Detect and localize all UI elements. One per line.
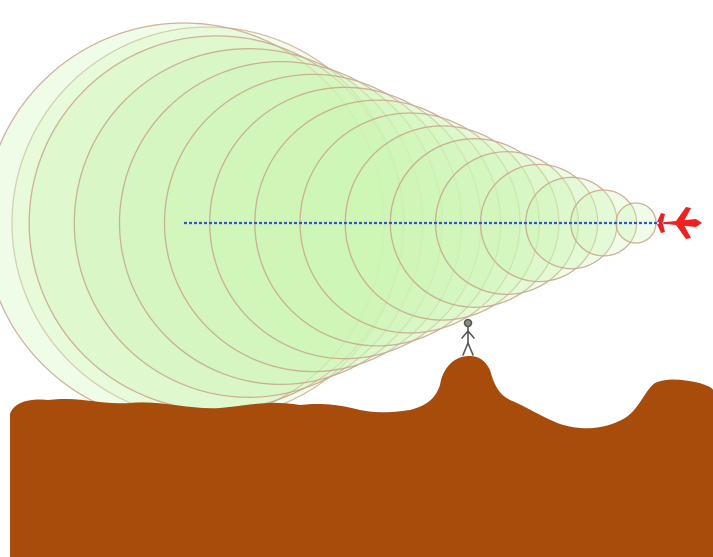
shock-wave: [73, 48, 424, 398]
ground: [10, 356, 713, 557]
shock-waves: [0, 22, 657, 424]
airplane-icon: [656, 207, 702, 239]
person-icon: [461, 318, 475, 356]
